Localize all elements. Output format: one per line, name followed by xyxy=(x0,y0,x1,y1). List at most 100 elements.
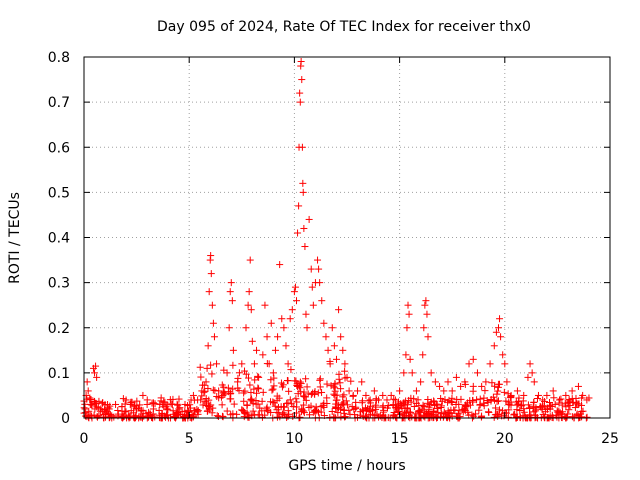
noise-point xyxy=(484,398,492,406)
noise-point xyxy=(208,370,216,378)
noise-point xyxy=(254,372,262,380)
noise-point xyxy=(342,397,350,405)
data-point xyxy=(207,252,215,260)
noise-point xyxy=(91,405,99,413)
noise-point xyxy=(227,389,235,397)
noise-point xyxy=(244,411,252,419)
data-point xyxy=(370,387,378,395)
noise-point xyxy=(431,401,439,409)
data-point xyxy=(427,369,435,377)
noise-point xyxy=(196,363,204,371)
noise-point xyxy=(229,385,237,393)
noise-point xyxy=(438,397,446,405)
noise-point xyxy=(335,375,343,383)
data-marks xyxy=(81,58,591,413)
data-point xyxy=(358,378,366,386)
data-point xyxy=(189,391,197,399)
noise-point xyxy=(177,411,185,419)
noise-point xyxy=(359,397,367,405)
noise-point xyxy=(571,404,579,412)
y-tick-label: 0.1 xyxy=(48,366,70,382)
noise-point xyxy=(350,405,358,413)
noise-point xyxy=(270,399,278,407)
noise-point xyxy=(415,407,423,415)
data-point xyxy=(247,306,255,314)
data-point xyxy=(280,324,288,332)
data-point xyxy=(213,360,221,368)
x-tick-label: 10 xyxy=(285,431,303,447)
noise-point xyxy=(493,390,501,398)
noise-point xyxy=(332,396,340,404)
noise-point xyxy=(294,382,302,390)
noise-point xyxy=(414,396,422,404)
noise-point xyxy=(503,409,511,417)
noise-point xyxy=(137,406,145,414)
data-point xyxy=(294,229,302,237)
noise-point xyxy=(331,380,339,388)
noise-point xyxy=(379,402,387,410)
data-point xyxy=(238,360,246,368)
noise-point xyxy=(434,408,442,416)
data-point xyxy=(423,310,431,318)
y-tick-label: 0.7 xyxy=(48,95,70,111)
data-point xyxy=(345,387,353,395)
noise-point xyxy=(243,401,251,409)
data-point xyxy=(298,76,306,84)
noise-point xyxy=(185,408,193,416)
data-point xyxy=(261,301,269,309)
noise-point xyxy=(227,411,235,419)
noise-point xyxy=(429,407,437,415)
noise-point xyxy=(381,413,389,421)
data-point xyxy=(156,400,164,408)
data-point xyxy=(324,346,332,354)
noise-point xyxy=(209,386,217,394)
data-point xyxy=(229,346,237,354)
noise-point xyxy=(229,361,237,369)
noise-point xyxy=(339,393,347,401)
data-point xyxy=(143,400,151,408)
data-point xyxy=(245,288,253,296)
data-point xyxy=(457,382,465,390)
data-point xyxy=(105,405,113,413)
noise-point xyxy=(462,401,470,409)
data-point xyxy=(339,346,347,354)
data-point xyxy=(549,387,557,395)
noise-point xyxy=(460,405,468,413)
data-point xyxy=(122,396,130,404)
noise-point xyxy=(307,402,315,410)
data-point xyxy=(387,391,395,399)
noise-point xyxy=(455,400,463,408)
data-point xyxy=(203,364,211,372)
noise-point xyxy=(538,405,546,413)
noise-point xyxy=(341,413,349,421)
data-point xyxy=(202,378,210,386)
noise-point xyxy=(309,408,317,416)
data-point xyxy=(101,400,109,408)
noise-point xyxy=(316,376,324,384)
noise-point xyxy=(197,373,205,381)
noise-point xyxy=(369,407,377,415)
noise-point xyxy=(516,413,524,421)
noise-point xyxy=(359,412,367,420)
noise-point xyxy=(465,411,473,419)
noise-point xyxy=(303,383,311,391)
noise-point xyxy=(241,387,249,395)
data-point xyxy=(452,373,460,381)
noise-point xyxy=(240,413,248,421)
noise-point xyxy=(240,397,248,405)
data-point xyxy=(181,400,189,408)
noise-point xyxy=(193,406,201,414)
noise-point xyxy=(300,392,308,400)
noise-point xyxy=(558,401,566,409)
data-point xyxy=(234,378,242,386)
data-point xyxy=(524,373,532,381)
noise-point xyxy=(300,407,308,415)
noise-point xyxy=(218,381,226,389)
data-point xyxy=(520,391,528,399)
data-point xyxy=(383,396,391,404)
noise-point xyxy=(270,382,278,390)
noise-point xyxy=(476,401,484,409)
noise-point xyxy=(520,405,528,413)
noise-point xyxy=(126,413,134,421)
noise-point xyxy=(151,413,159,421)
